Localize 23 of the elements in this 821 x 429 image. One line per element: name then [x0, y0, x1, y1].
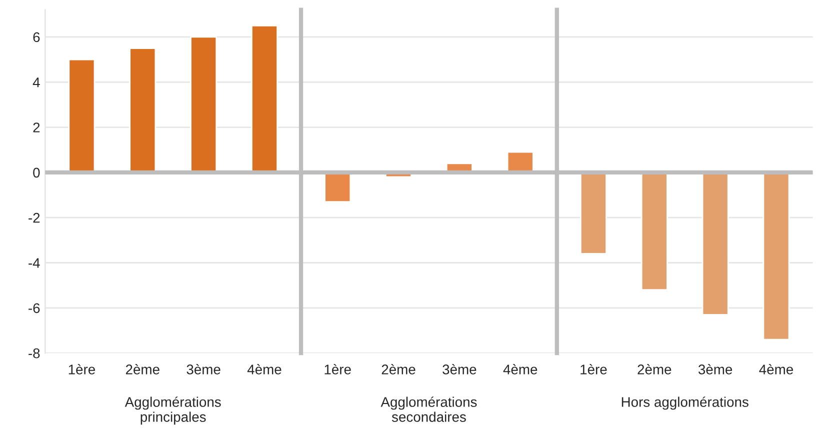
y-tick-label: 4 [32, 78, 40, 88]
x-tick-label: 4ème [503, 364, 538, 374]
y-tick-label: 2 [33, 122, 40, 132]
y-tick-label: -4 [28, 258, 40, 268]
y-tick-label: -8 [28, 348, 40, 358]
x-tick-label: 4ème [759, 364, 793, 374]
x-tick-label: 1ère [68, 364, 95, 374]
x-tick-label: 1ère [324, 364, 351, 374]
x-axis-title: Hors agglomérations [622, 396, 748, 410]
x-tick-label: 3ème [186, 364, 220, 374]
y-tick-label: -6 [28, 303, 40, 314]
x-tick-label: 2ème [638, 364, 672, 374]
x-tick-label: 3ème [442, 364, 476, 374]
x-axis-title: Agglomérations secondaires [380, 396, 477, 422]
x-tick-label: 4ème [247, 364, 282, 374]
y-tick-label: -2 [28, 212, 40, 223]
x-tick-label: 2ème [126, 364, 160, 374]
y-tick-label: 0 [33, 168, 40, 178]
x-tick-label: 2ème [382, 364, 416, 374]
x-tick-label: 1ère [580, 364, 607, 374]
x-tick-label: 3ème [698, 364, 732, 374]
y-tick-label: 6 [33, 32, 40, 42]
x-axis-title: Agglomérations principales [124, 396, 221, 425]
